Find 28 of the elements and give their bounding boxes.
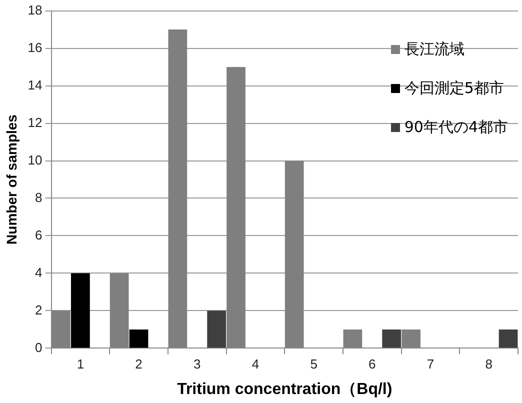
- x-tick-label: 4: [252, 356, 260, 372]
- y-tick-label: 18: [28, 2, 42, 18]
- legend-label: 今回測定5都市: [404, 79, 504, 98]
- y-tick-label: 10: [28, 152, 42, 168]
- bar: [71, 273, 90, 348]
- y-axis-title: Number of samples: [3, 114, 20, 244]
- x-tick-label: 5: [310, 356, 318, 372]
- x-tick-label: 7: [426, 356, 434, 372]
- x-tick-label: 1: [76, 356, 84, 372]
- legend-label: 90年代の4都市: [404, 118, 508, 137]
- x-tick-label: 3: [194, 356, 201, 372]
- y-tick-label: 6: [35, 227, 42, 242]
- x-tick-label: 2: [135, 356, 142, 372]
- bar: [498, 329, 518, 348]
- x-axis-title: Tritium concentration（Bq/l): [177, 380, 392, 398]
- y-tick-label: 8: [35, 190, 42, 205]
- y-tick-label: 12: [28, 114, 42, 130]
- x-tick-label: 8: [485, 356, 492, 372]
- y-tick-label: 14: [28, 77, 42, 92]
- y-tick-label: 16: [28, 40, 42, 55]
- bar: [382, 329, 402, 348]
- y-tick-label: 0: [35, 340, 42, 355]
- bar: [129, 329, 148, 348]
- legend-label: 長江流域: [404, 40, 464, 59]
- y-tick-label: 2: [35, 302, 42, 318]
- x-tick-label: 6: [368, 356, 376, 372]
- y-tick-label: 4: [35, 264, 42, 280]
- bar: [207, 310, 226, 348]
